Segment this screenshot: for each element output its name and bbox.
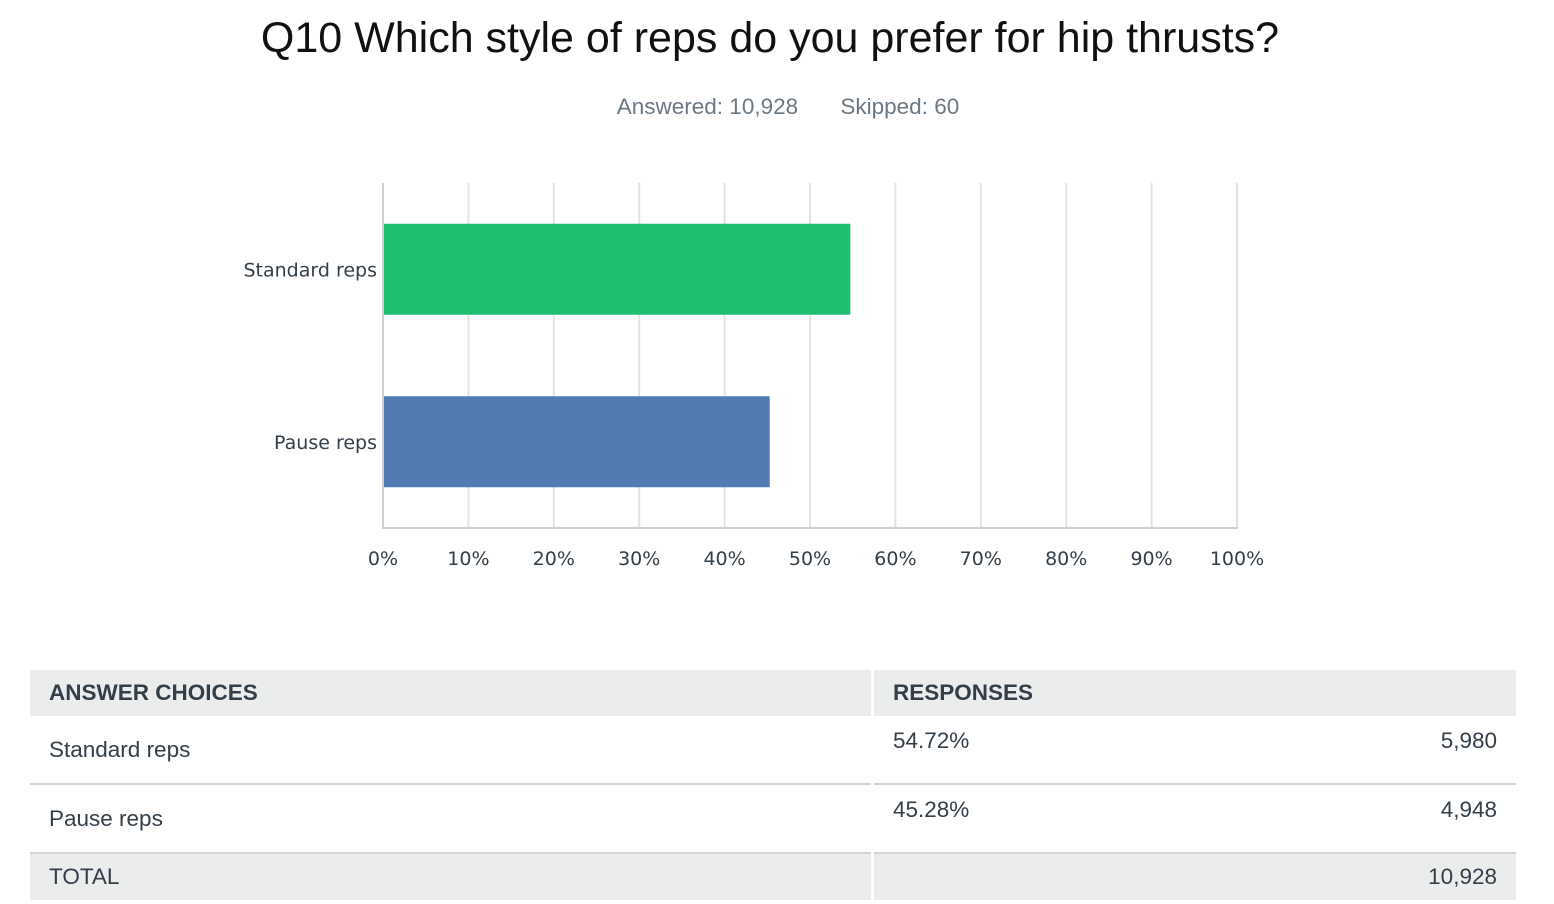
- x-tick-label: 70%: [960, 548, 1002, 570]
- answer-choices-table: ANSWER CHOICES RESPONSES Standard reps 5…: [30, 670, 1516, 900]
- answer-choice-cell: Pause reps: [30, 784, 874, 854]
- bar-chart: Standard reps Pause reps 0% 10% 20% 30% 40% 50%…: [243, 183, 1264, 570]
- x-tick-label: 30%: [618, 548, 660, 570]
- response-count: 5,980: [1440, 728, 1497, 753]
- response-cell: 54.72% 5,980: [872, 716, 1516, 785]
- x-tick-label: 50%: [789, 548, 831, 570]
- table-row: Pause reps 45.28% 4,948: [30, 784, 1516, 854]
- x-tick-label: 60%: [874, 548, 916, 570]
- answer-choice-cell: Standard reps: [30, 716, 874, 785]
- response-percent: 54.72%: [893, 728, 970, 753]
- category-label: Standard reps: [243, 259, 377, 281]
- x-tick-label: 80%: [1045, 548, 1087, 570]
- chart-bars: [383, 223, 851, 488]
- skipped-count: Skipped: 60: [840, 94, 960, 119]
- category-label: Pause reps: [274, 432, 377, 454]
- table-total-row: TOTAL 10,928: [30, 853, 1516, 900]
- x-tick-label: 10%: [447, 548, 489, 570]
- question-title: Q10 Which style of reps do you prefer fo…: [260, 14, 1280, 62]
- response-cell: 45.28% 4,948: [872, 784, 1516, 854]
- bar-standard-reps: [383, 223, 851, 315]
- response-count: 4,948: [1440, 797, 1497, 822]
- x-tick-label: 0%: [368, 548, 398, 570]
- responses-header: RESPONSES: [872, 670, 1516, 716]
- x-tick-label: 100%: [1210, 548, 1264, 570]
- chart-axes: [382, 183, 1238, 529]
- total-count: 10,928: [872, 853, 1516, 900]
- x-tick-label: 40%: [703, 548, 745, 570]
- x-tick-label: 20%: [533, 548, 575, 570]
- chart-labels: Standard reps Pause reps 0% 10% 20% 30% 40% 50%…: [243, 259, 1264, 570]
- response-percent: 45.28%: [893, 797, 970, 822]
- response-stats: Answered: 10,928 Skipped: 60: [0, 94, 1554, 120]
- table-row: Standard reps 54.72% 5,980: [30, 716, 1516, 785]
- x-tick-label: 90%: [1130, 548, 1172, 570]
- total-label: TOTAL: [30, 853, 874, 900]
- answered-count: Answered: 10,928: [616, 94, 799, 119]
- table-header-row: ANSWER CHOICES RESPONSES: [30, 670, 1516, 716]
- bar-pause-reps: [383, 396, 770, 488]
- answer-choices-header: ANSWER CHOICES: [30, 670, 874, 716]
